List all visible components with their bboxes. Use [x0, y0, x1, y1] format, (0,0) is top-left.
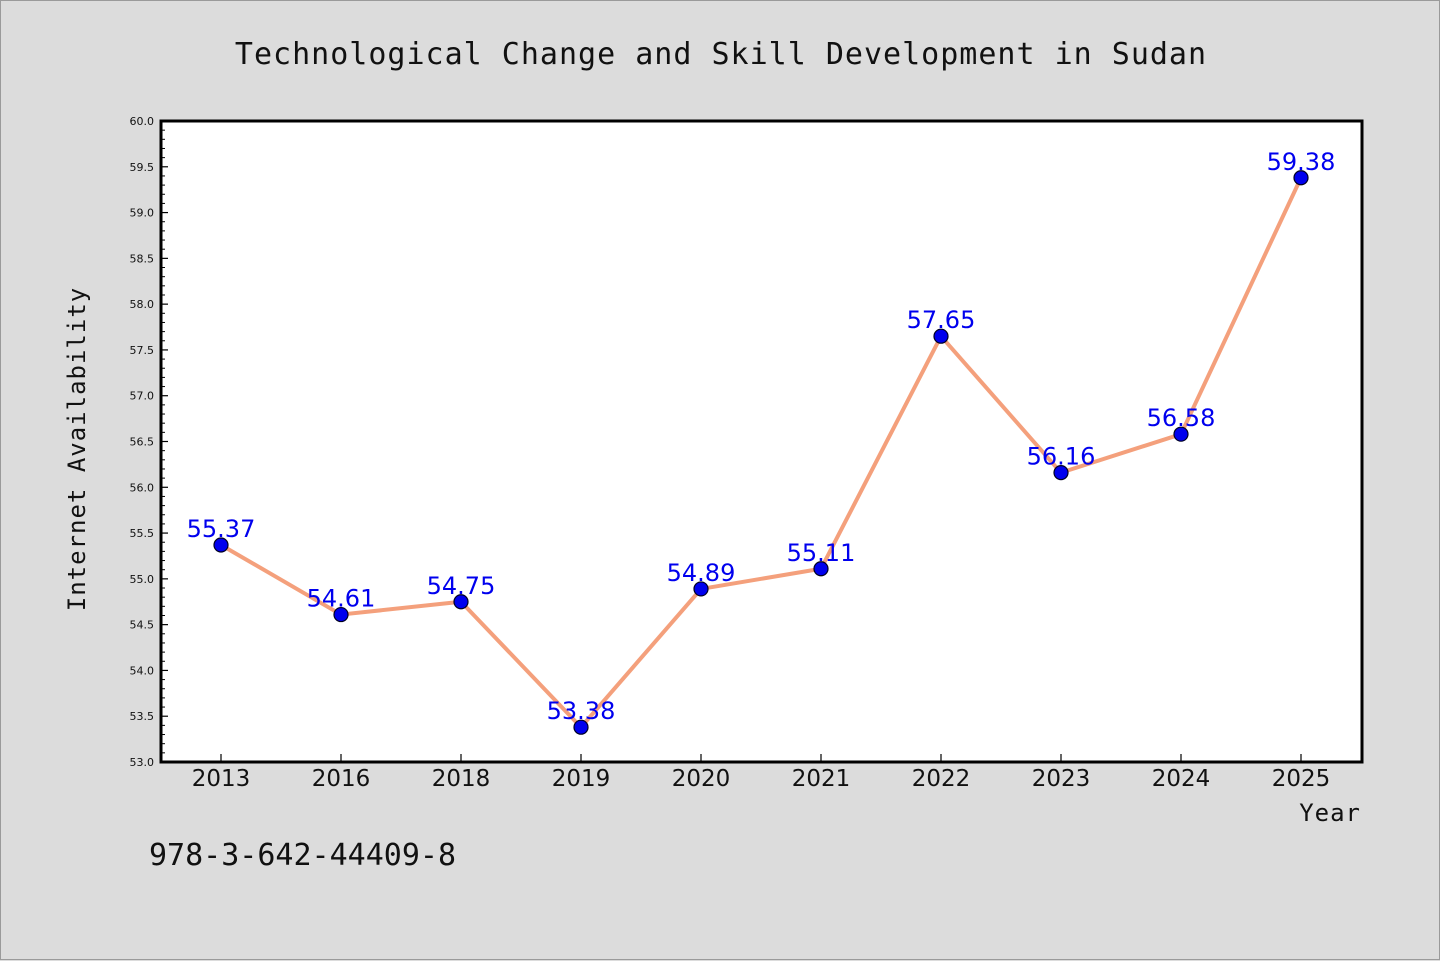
y-tick-label: 59.5: [130, 161, 155, 174]
y-tick-label: 57.5: [130, 344, 155, 357]
x-tick-label: 2021: [792, 766, 851, 792]
x-tick-label: 2020: [672, 766, 731, 792]
data-point: [933, 328, 949, 344]
data-point: [1173, 426, 1189, 442]
data-label: 53.38: [547, 697, 616, 725]
data-label: 59.38: [1267, 148, 1336, 176]
chart-title: Technological Change and Skill Developme…: [235, 37, 1207, 72]
y-tick-label: 56.5: [130, 436, 155, 449]
data-point: [1053, 465, 1069, 481]
x-tick-label: 2019: [552, 766, 611, 792]
y-tick-label: 57.0: [130, 390, 155, 403]
data-label: 54.61: [307, 585, 376, 613]
data-label: 57.65: [907, 306, 976, 334]
x-tick-label: 2013: [192, 766, 251, 792]
data-label: 56.16: [1027, 443, 1096, 471]
series-markers: [213, 170, 1309, 735]
y-tick-label: 58.0: [130, 298, 155, 311]
data-point: [453, 594, 469, 610]
data-point: [813, 561, 829, 577]
series-line: [219, 175, 1303, 730]
isbn-annotation: 978-3-642-44409-8: [149, 838, 456, 873]
y-tick-label: 54.5: [130, 619, 155, 632]
x-tick-label: 2025: [1272, 766, 1331, 792]
y-tick-label: 60.0: [130, 115, 155, 128]
x-tick-label: 2024: [1152, 766, 1211, 792]
x-axis-label: Year: [1299, 799, 1361, 827]
data-point: [213, 537, 229, 553]
data-label: 55.11: [787, 539, 856, 567]
data-labels: 55.37 54.61 54.75 53.38 54.89 55.11 57.65 56.16…: [187, 148, 1336, 725]
x-tick-label: 2022: [912, 766, 971, 792]
x-axis: 2013 2016 2018 2019 2020 2021 2022 2023 2024 2025: [192, 754, 1331, 792]
y-tick-label: 53.0: [130, 756, 155, 769]
y-tick-label: 59.0: [130, 207, 155, 220]
y-tick-label: 55.5: [130, 527, 155, 540]
x-tick-label: 2018: [432, 766, 491, 792]
x-tick-label: 2023: [1032, 766, 1091, 792]
y-tick-label: 55.0: [130, 573, 155, 586]
y-tick-label: 56.0: [130, 481, 155, 494]
data-point: [573, 719, 589, 735]
data-point: [333, 606, 349, 623]
data-label: 54.75: [427, 572, 496, 600]
data-label: 55.37: [187, 515, 256, 543]
y-axis: 53.0 53.5 54.0 54.5 55.0 55.5 56.0 56.5 57.0 57.5…: [130, 115, 168, 769]
data-label: 56.58: [1147, 404, 1216, 432]
y-axis-label: Internet Availability: [63, 287, 91, 611]
data-label: 54.89: [667, 559, 736, 587]
data-point: [1293, 170, 1309, 186]
y-tick-label: 58.5: [130, 252, 155, 265]
x-tick-label: 2016: [312, 766, 371, 792]
series-line-group: [219, 175, 1303, 730]
y-tick-label: 54.0: [130, 664, 155, 677]
y-tick-label: 53.5: [130, 710, 155, 723]
data-point: [693, 581, 709, 597]
